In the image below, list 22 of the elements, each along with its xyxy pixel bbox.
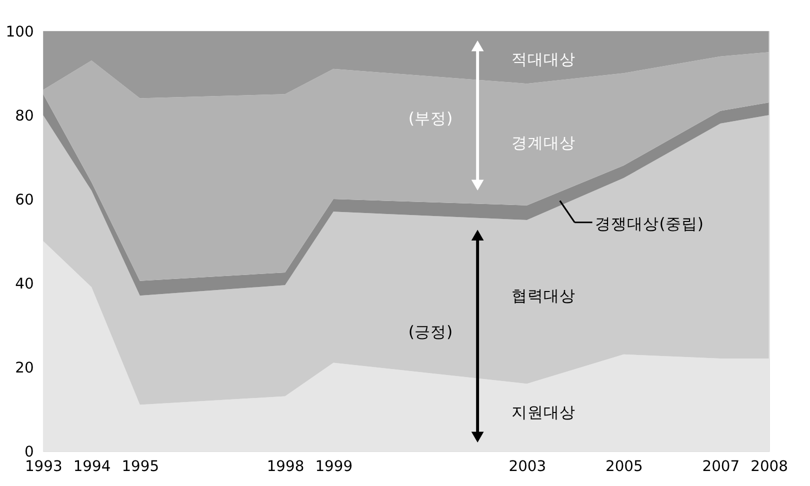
y-tick-label: 80 xyxy=(15,107,34,124)
x-tick-label: 1995 xyxy=(122,458,160,475)
series-label: 적대대상 xyxy=(511,49,576,68)
x-tick-label: 2005 xyxy=(605,458,643,475)
y-tick-label: 0 xyxy=(24,443,34,460)
series-label: 경쟁대상(중립) xyxy=(595,214,704,234)
x-tick-label: 1999 xyxy=(315,458,353,475)
series-label: 협력대상 xyxy=(511,286,576,305)
x-tick-label: 1998 xyxy=(266,458,304,475)
x-tick-label: 2003 xyxy=(508,458,546,475)
x-tick-label: 1994 xyxy=(73,458,111,475)
annotation: (부정) xyxy=(408,108,453,128)
x-tick-label: 2008 xyxy=(750,458,788,475)
series-label: 경계대상 xyxy=(511,132,576,152)
y-tick-label: 100 xyxy=(6,24,34,41)
series-label: 지원대상 xyxy=(511,402,576,422)
y-tick-label: 20 xyxy=(15,359,34,376)
x-tick-label: 1993 xyxy=(24,458,62,475)
y-tick-label: 40 xyxy=(15,275,34,292)
annotation: (긍정) xyxy=(408,322,453,342)
x-tick-label: 2007 xyxy=(702,458,740,475)
y-tick-label: 60 xyxy=(15,191,34,208)
